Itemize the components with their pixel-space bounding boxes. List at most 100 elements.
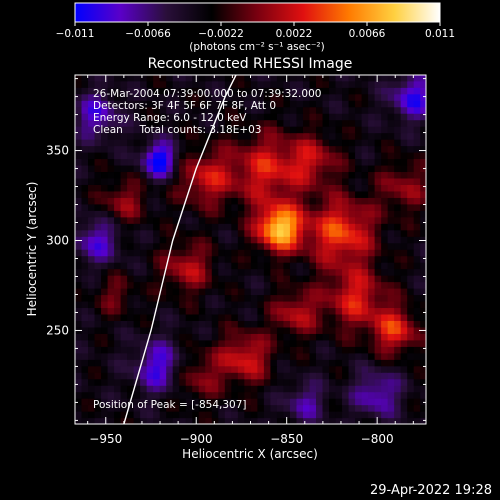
heatmap-cell xyxy=(224,216,232,224)
heatmap-cell xyxy=(387,320,395,328)
heatmap-cell xyxy=(81,197,89,205)
heatmap-cell xyxy=(316,378,324,386)
heatmap-cell xyxy=(381,106,389,114)
heatmap-cell xyxy=(250,126,258,134)
heatmap-cell xyxy=(205,281,213,289)
heatmap-cell xyxy=(114,113,122,121)
heatmap-cell xyxy=(342,80,350,88)
heatmap-cell xyxy=(101,216,109,224)
heatmap-cell xyxy=(179,281,187,289)
heatmap-cell xyxy=(205,93,213,101)
heatmap-cell xyxy=(146,80,154,88)
heatmap-cell xyxy=(211,346,219,354)
heatmap-cell xyxy=(146,93,154,101)
heatmap-cell xyxy=(166,346,174,354)
heatmap-cell xyxy=(322,404,330,412)
heatmap-cell xyxy=(250,100,258,108)
heatmap-cell xyxy=(302,326,311,334)
heatmap-cell xyxy=(127,242,135,250)
heatmap-cell xyxy=(342,100,350,108)
heatmap-cell xyxy=(257,255,265,263)
heatmap-cell xyxy=(140,145,148,153)
heatmap-cell xyxy=(81,126,89,134)
heatmap-cell xyxy=(244,372,252,380)
heatmap-cell xyxy=(101,313,109,321)
heatmap-cell xyxy=(361,307,369,315)
colorbar-tick-label: −0.0022 xyxy=(198,28,244,40)
heatmap-cell xyxy=(159,80,167,88)
heatmap-cell xyxy=(153,177,161,185)
heatmap-cell xyxy=(75,87,83,95)
heatmap-cell xyxy=(159,300,167,309)
heatmap-cell xyxy=(263,417,271,424)
heatmap-cell xyxy=(276,417,285,424)
heatmap-cell xyxy=(127,378,135,386)
heatmap-cell xyxy=(211,333,219,341)
heatmap-cell xyxy=(179,339,187,347)
heatmap-cell xyxy=(263,313,271,321)
heatmap-cell xyxy=(316,326,324,334)
heatmap-cell xyxy=(342,93,350,101)
heatmap-cell xyxy=(270,333,278,341)
heatmap-cell xyxy=(237,281,245,289)
heatmap-cell xyxy=(289,119,298,127)
heatmap-cell xyxy=(133,236,141,244)
heatmap-cell xyxy=(224,145,232,153)
heatmap-cell xyxy=(198,177,206,185)
heatmap-cell xyxy=(185,113,193,121)
heatmap-cell xyxy=(394,158,402,166)
heatmap-cell xyxy=(153,236,161,244)
heatmap-cell xyxy=(348,398,356,406)
heatmap-cell xyxy=(237,126,245,134)
heatmap-cell xyxy=(289,132,298,140)
heatmap-cell xyxy=(400,333,408,341)
heatmap-cell xyxy=(185,249,193,257)
heatmap-cell xyxy=(88,158,96,166)
heatmap-cell xyxy=(374,346,382,354)
heatmap-cell xyxy=(361,404,369,412)
heatmap-cell xyxy=(224,171,232,179)
heatmap-cell xyxy=(270,249,278,257)
heatmap-cell xyxy=(400,164,408,173)
heatmap-cell xyxy=(322,100,330,108)
heatmap-cell xyxy=(133,119,141,127)
heatmap-cell xyxy=(394,294,402,302)
heatmap-cell xyxy=(231,93,239,101)
heatmap-cell xyxy=(211,255,219,263)
heatmap-cell xyxy=(348,100,356,108)
colorbar-unit: (photons cm⁻² s⁻¹ asec⁻²) xyxy=(189,41,324,53)
heatmap-cell xyxy=(185,100,193,108)
heatmap-cell xyxy=(381,171,389,179)
heatmap-cell xyxy=(374,333,382,341)
heatmap-cell xyxy=(355,417,363,424)
heatmap-cell xyxy=(179,87,187,95)
heatmap-cell xyxy=(127,80,135,88)
heatmap-cell xyxy=(237,262,245,270)
heatmap-cell xyxy=(355,404,363,412)
heatmap-cell xyxy=(166,87,174,95)
heatmap-cell xyxy=(270,223,278,231)
heatmap-cell xyxy=(244,404,252,412)
heatmap-cell xyxy=(342,203,350,211)
heatmap-cell xyxy=(302,255,311,263)
heatmap-cell xyxy=(329,100,337,108)
heatmap-cell xyxy=(192,404,200,412)
heatmap-cell xyxy=(81,223,89,231)
heatmap-cell xyxy=(289,203,298,211)
heatmap-cell xyxy=(302,398,311,406)
heatmap-cell xyxy=(140,158,148,166)
heatmap-cell xyxy=(270,158,278,166)
heatmap-cell xyxy=(244,171,252,179)
heatmap-cell xyxy=(302,100,311,108)
heatmap-cell xyxy=(153,313,161,321)
heatmap-cell xyxy=(322,75,330,82)
heatmap-cell xyxy=(407,113,415,121)
heatmap-cell xyxy=(114,255,122,263)
heatmap-cell xyxy=(133,411,141,419)
heatmap-cell xyxy=(224,139,232,147)
annotation-time-range: 26-Mar-2004 07:39:00.000 to 07:39:32.000 xyxy=(93,88,321,100)
heatmap-cell xyxy=(114,391,122,399)
heatmap-cell xyxy=(198,197,206,205)
heatmap-cell xyxy=(348,359,356,367)
heatmap-cell xyxy=(309,184,317,192)
